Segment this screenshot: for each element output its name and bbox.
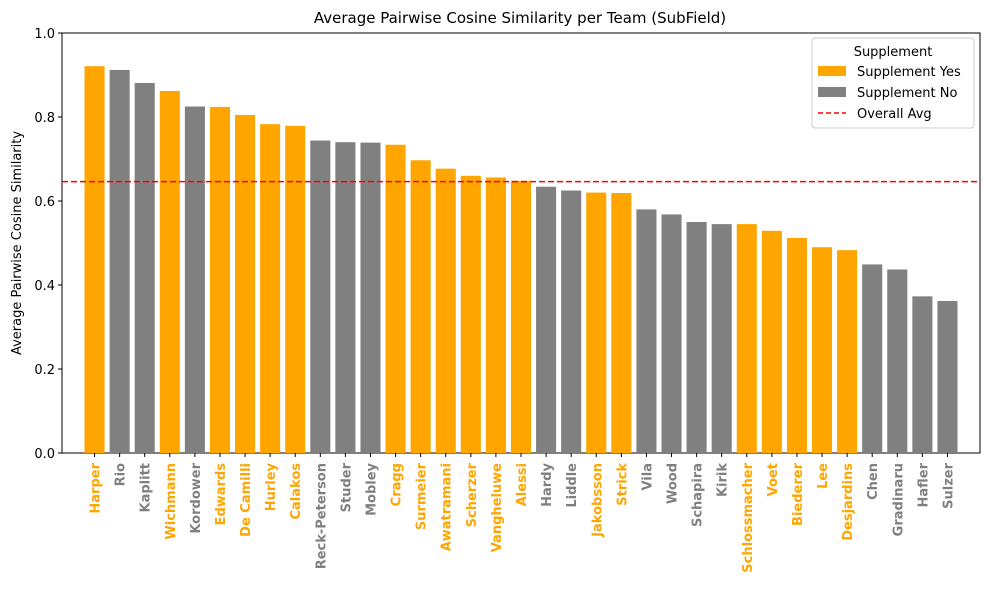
chart-title: Average Pairwise Cosine Similarity per T… [314, 9, 726, 27]
x-tick-label-mobley: Mobley [364, 462, 379, 515]
bar-kaplitt [134, 82, 155, 453]
bar-alessi [510, 180, 532, 453]
bar-chen [862, 264, 883, 453]
bar-surmeier [410, 160, 431, 453]
x-tick-label-kirik: Kirik [716, 463, 731, 497]
legend-label-overall-avg: Overall Avg [857, 107, 932, 122]
bar-rio [109, 69, 130, 454]
bars-layer [84, 66, 958, 454]
x-tick-label-liddle: Liddle [565, 463, 580, 508]
bar-liddle [561, 190, 582, 453]
x-tick-label-kordower: Kordower [189, 462, 204, 533]
bar-wood [661, 214, 682, 453]
bar-hafler [912, 296, 933, 453]
bar-studer [335, 142, 356, 453]
x-tick-label-harper: Harper [89, 462, 104, 513]
bar-calakos [285, 125, 306, 453]
x-tick-label-rio: Rio [114, 463, 129, 486]
y-tick-label: 0.2 [34, 363, 55, 378]
legend-swatch-supplement-yes [818, 66, 846, 76]
x-tick-label-de-camilli: De Camilli [239, 463, 254, 537]
bar-biederer [786, 237, 807, 453]
x-tick-label-desjardins: Desjardins [841, 463, 856, 541]
bar-strick [611, 193, 632, 453]
x-tick-label-calakos: Calakos [289, 463, 304, 520]
bar-wichmann [159, 90, 180, 454]
x-tick-label-gradinaru: Gradinaru [891, 463, 906, 536]
x-tick-label-schapira: Schapira [691, 463, 706, 527]
bar-reck-peterson [310, 140, 331, 453]
x-tick-label-reck-peterson: Reck-Peterson [314, 463, 329, 569]
y-tick-label: 0.4 [34, 279, 55, 294]
x-tick-label-cragg: Cragg [390, 463, 405, 506]
y-tick-label: 0.8 [34, 111, 55, 126]
bar-lee [811, 247, 833, 453]
bar-kirik [711, 224, 732, 453]
x-tick-label-strick: Strick [615, 463, 630, 506]
x-tick-label-jakobsson: Jakobsson [590, 463, 605, 538]
x-tick-label-schlossmacher: Schlossmacher [741, 462, 756, 572]
y-tick-label: 0.6 [34, 195, 55, 210]
bar-hurley [260, 124, 281, 453]
x-tick-label-wood: Wood [666, 463, 681, 504]
x-tick-label-wichmann: Wichmann [164, 463, 179, 540]
x-tick-label-hardy: Hardy [540, 462, 555, 506]
legend: Supplement Supplement Yes Supplement No … [811, 37, 975, 129]
bar-schapira [686, 222, 707, 453]
legend-frame [811, 37, 975, 129]
bar-mobley [360, 142, 381, 453]
x-tick-label-hurley: Hurley [264, 462, 279, 511]
x-tick-label-vila: Vila [640, 463, 655, 491]
x-tick-label-voet: Voet [766, 463, 781, 496]
x-tick-label-scherzer: Scherzer [465, 462, 480, 527]
bar-schlossmacher [736, 224, 757, 453]
bar-sulzer [937, 300, 958, 453]
x-tick-label-alessi: Alessi [515, 463, 530, 506]
x-tick-label-kaplitt: Kaplitt [139, 463, 154, 513]
x-tick-label-hafler: Hafler [916, 462, 931, 507]
legend-title: Supplement [854, 45, 933, 60]
bar-voet [761, 230, 782, 453]
bar-scherzer [460, 175, 481, 454]
bar-de-camilli [235, 114, 256, 454]
x-tick-label-lee: Lee [816, 463, 831, 489]
bar-desjardins [837, 250, 858, 453]
legend-label-supplement-no: Supplement No [857, 86, 957, 101]
bar-jakobsson [586, 192, 607, 453]
bar-edwards [209, 106, 231, 454]
bar-cragg [385, 144, 406, 453]
bar-kordower [184, 106, 205, 453]
x-tick-label-awatramani: Awatramani [440, 463, 455, 551]
y-axis-label: Average Pairwise Cosine Similarity [10, 131, 25, 355]
x-tick-label-surmeier: Surmeier [415, 462, 430, 530]
x-tick-label-vangheluwe: Vangheluwe [490, 463, 505, 552]
x-tick-label-sulzer: Sulzer [941, 462, 956, 508]
bar-awatramani [435, 168, 456, 453]
x-tick-label-studer: Studer [339, 462, 354, 512]
y-ticks-layer: 0.0 0.2 0.4 0.6 0.8 1.0 [34, 27, 948, 462]
bar-vila [636, 209, 657, 453]
legend-label-supplement-yes: Supplement Yes [857, 65, 961, 80]
y-tick-label: 1.0 [34, 27, 55, 42]
bar-vangheluwe [485, 177, 506, 454]
y-tick-label: 0.0 [34, 447, 55, 462]
bar-harper [84, 66, 105, 454]
legend-swatch-supplement-no [818, 87, 846, 97]
bar-gradinaru [887, 269, 908, 453]
x-tick-label-edwards: Edwards [214, 463, 229, 526]
x-tick-label-chen: Chen [866, 463, 881, 500]
x-tick-label-biederer: Biederer [791, 462, 806, 526]
bar-hardy [536, 186, 557, 453]
x-tick-labels-layer: Harper Rio Kaplitt Wichmann Kordower Edwards D… [89, 462, 957, 572]
